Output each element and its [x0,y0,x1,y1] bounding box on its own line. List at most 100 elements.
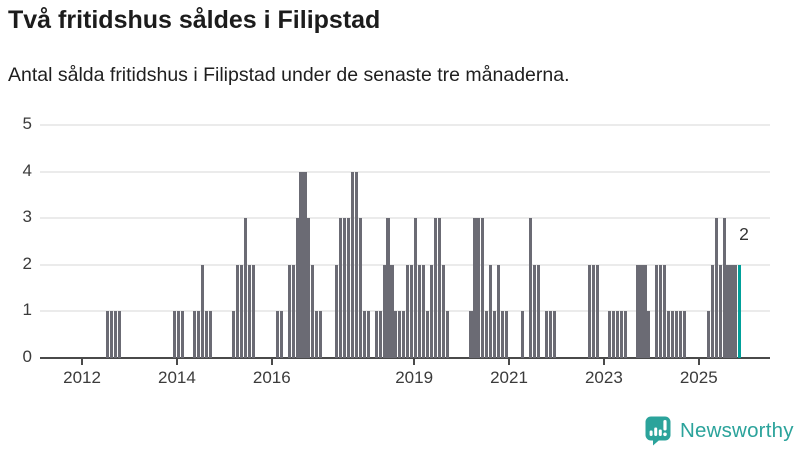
y-axis-tick-label: 1 [22,300,32,320]
bar [611,311,615,358]
x-axis-tick-label: 2016 [252,368,291,387]
bar [679,311,683,358]
y-axis-tick-label: 5 [22,114,32,133]
bar [481,218,485,358]
bar [425,311,430,358]
bar [366,311,370,358]
bar [663,264,667,358]
x-axis-line [40,357,770,359]
bar [429,264,434,358]
bar [382,264,386,358]
bar [552,311,556,358]
bar [248,264,252,358]
newsworthy-logo-text: Newsworthy [680,419,794,442]
x-axis-tick [175,359,178,365]
highlighted-bar [738,264,742,358]
chart-subtitle: Antal sålda fritidshus i Filipstad under… [8,64,570,86]
bar [469,311,473,358]
bar [275,311,279,358]
bar [180,311,184,358]
bar [615,311,619,358]
bar [635,264,639,358]
bar [437,218,441,358]
x-axis-tick-label: 2023 [584,368,623,387]
bar [374,311,378,358]
bar [406,264,410,358]
bar [342,218,347,358]
bar [390,264,394,358]
bar [315,311,319,358]
x-axis-tick-label: 2019 [395,368,434,387]
bar [647,311,651,358]
bar [532,264,536,358]
bar [354,171,358,358]
y-axis-tick-label: 2 [22,253,32,273]
bar [528,218,532,358]
bar [477,218,481,358]
bar [595,264,600,358]
bar [410,264,414,358]
bar [714,218,718,358]
bar [710,264,714,358]
newsworthy-logo-icon [645,416,671,446]
bar [682,311,687,358]
bar [105,311,109,358]
bar [350,171,354,358]
bar [346,218,350,358]
bar [358,218,362,358]
bar [303,171,307,358]
bar [402,311,406,358]
bar [422,264,426,358]
bar [667,311,671,358]
bar [706,311,710,358]
bar [252,264,256,358]
x-axis-tick-label: 2025 [679,368,718,387]
y-axis-tick-label: 0 [22,347,32,366]
bar [588,264,592,358]
x-axis-tick-label: 2012 [63,368,101,387]
gridline [40,217,770,220]
chart-title: Två fritidshus såldes i Filipstad [8,6,381,34]
gridline [40,170,770,173]
bar [240,264,244,358]
bar [307,218,311,358]
bar [671,311,675,358]
bar [659,264,663,358]
bar [592,264,596,358]
bar [536,264,540,358]
bar [505,311,509,358]
bar [311,264,315,358]
bar [520,311,524,358]
bar [722,218,726,358]
x-axis-tick [697,359,700,365]
bar [730,264,734,358]
bar [378,311,382,358]
y-axis-tick-label: 3 [22,207,32,227]
bar [279,311,283,358]
bar [718,264,722,358]
bar [196,311,200,358]
bar [200,264,204,358]
bar [619,311,623,358]
x-axis-tick [413,359,416,365]
bar [675,311,679,358]
bar [339,218,343,358]
bar [473,218,477,358]
bar [232,311,236,358]
bar [493,311,497,358]
gridline [40,124,770,126]
bar [204,311,208,358]
x-axis-tick [81,359,84,365]
bar [441,264,445,358]
y-axis-tick-label: 4 [22,160,32,180]
last-value-label: 2 [739,224,749,244]
bar [639,264,643,358]
bar [335,264,339,358]
bar [414,218,418,358]
bar [319,311,323,358]
bar [726,264,730,358]
bar [176,311,180,358]
bar [544,311,548,358]
bar [445,311,449,358]
